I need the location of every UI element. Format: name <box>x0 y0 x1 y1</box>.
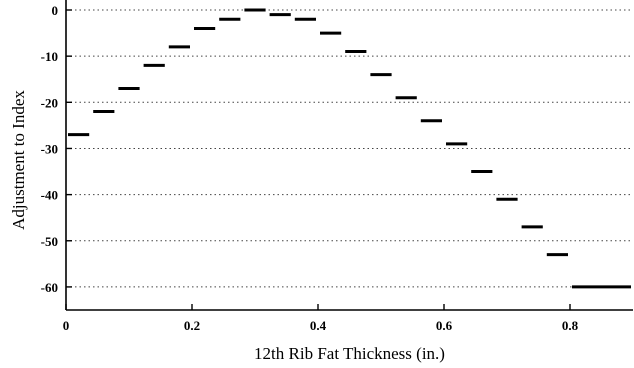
x-ticks: 0 0.2 0.4 0.6 0.8 <box>63 304 579 333</box>
gridlines <box>66 9 633 288</box>
x-tick-label: 0 <box>63 318 70 333</box>
y-tick-label: -40 <box>41 188 58 203</box>
y-tick-label: -30 <box>41 141 58 156</box>
x-tick-label: 0.6 <box>436 318 453 333</box>
y-ticks: 0 -10 -20 -30 -40 -50 -60 <box>41 3 72 295</box>
y-tick-label: -10 <box>41 49 58 64</box>
step-series <box>68 8 631 289</box>
y-tick-label: -60 <box>41 280 58 295</box>
x-tick-label: 0.8 <box>562 318 579 333</box>
axes <box>65 0 633 311</box>
x-tick-label: 0.2 <box>184 318 200 333</box>
x-axis-title: 12th Rib Fat Thickness (in.) <box>254 344 445 363</box>
y-tick-label: -50 <box>41 234 58 249</box>
x-tick-label: 0.4 <box>310 318 327 333</box>
y-tick-label: 0 <box>52 3 59 18</box>
y-tick-label: -20 <box>41 95 58 110</box>
y-axis-title: Adjustment to Index <box>9 90 28 230</box>
